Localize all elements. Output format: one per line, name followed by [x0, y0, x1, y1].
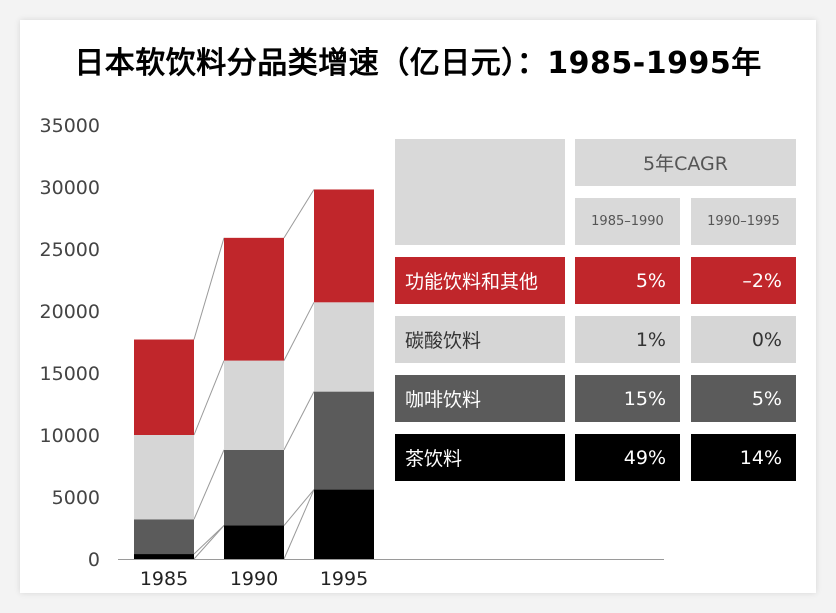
chart-title: 日本软饮料分品类增速（亿日元）：1985-1995年: [74, 46, 762, 81]
connector-line: [283, 489, 315, 560]
y-tick-label: 25000: [40, 239, 100, 261]
y-tick-label: 35000: [40, 115, 100, 137]
y-tick-label: 20000: [40, 301, 100, 323]
y-tick-label: 10000: [40, 425, 100, 447]
connector-line: [283, 302, 315, 361]
x-tick-label: 1990: [230, 568, 278, 590]
bar-segment: [134, 519, 194, 555]
connector-line: [283, 489, 315, 526]
connector-line: [283, 189, 315, 239]
connector-line: [193, 449, 225, 520]
connector-line: [193, 237, 225, 340]
connector-line: [283, 391, 315, 451]
bar-segment: [314, 391, 374, 490]
bar-segment: [224, 525, 284, 559]
y-tick-label: 30000: [40, 177, 100, 199]
connector-line: [193, 360, 225, 436]
bar-segment: [134, 435, 194, 520]
connector-line: [193, 525, 225, 555]
y-tick-label: 15000: [40, 363, 100, 385]
bar-segment: [224, 360, 284, 450]
connector-line: [193, 525, 225, 560]
y-tick-label: 5000: [52, 487, 100, 509]
bar-segment: [224, 449, 284, 526]
bar-segment: [314, 302, 374, 392]
x-tick-label: 1995: [320, 568, 368, 590]
y-tick-label: 0: [88, 549, 100, 571]
x-tick-label: 1985: [140, 568, 188, 590]
bar-segment: [314, 489, 374, 559]
bar-segment: [314, 189, 374, 303]
bar-segment: [134, 339, 194, 435]
bar-segment: [224, 237, 284, 361]
bar-segment: [134, 554, 194, 559]
